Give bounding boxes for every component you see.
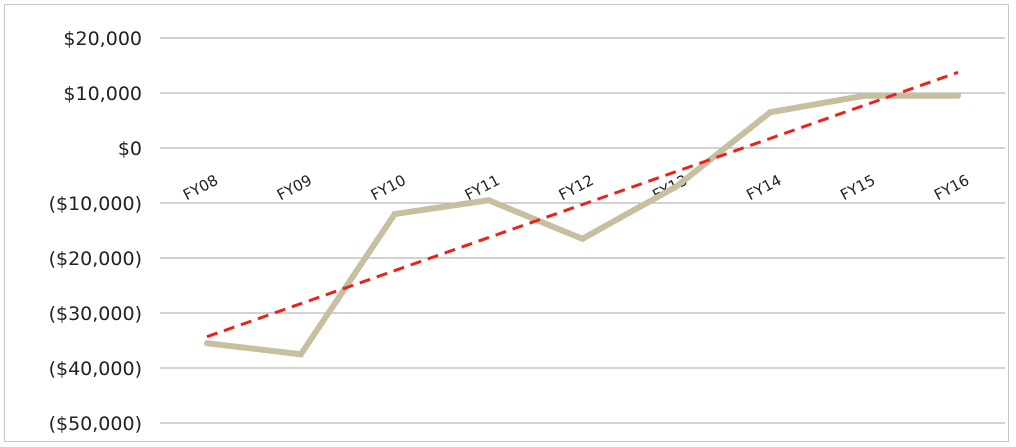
y-tick-label: $10,000 (63, 83, 142, 105)
y-tick-label: $20,000 (63, 28, 142, 50)
x-tick-label: FY14 (743, 171, 784, 204)
chart-frame: $20,000 $10,000 $0 ($10,000) ($20,000) ($30,0… (4, 4, 1009, 442)
x-tick-label: FY12 (556, 171, 597, 204)
data-point (955, 92, 962, 99)
data-point (861, 92, 868, 99)
y-axis-tick-labels: $20,000 $10,000 $0 ($10,000) ($20,000) ($30,0… (49, 28, 142, 435)
x-axis-tick-labels: FY08 FY09 FY10 FY11 FY12 FY13 FY14 FY15 FY16 (180, 171, 972, 204)
data-point (767, 109, 774, 116)
x-tick-label: FY10 (368, 171, 409, 204)
x-tick-label: FY08 (180, 171, 221, 204)
y-tick-label: $0 (118, 138, 142, 160)
series-line (206, 92, 959, 358)
y-tick-label: ($50,000) (49, 413, 142, 435)
x-tick-label: FY09 (274, 171, 315, 204)
line-chart: $20,000 $10,000 $0 ($10,000) ($20,000) ($30,0… (49, 28, 1005, 435)
x-tick-label: FY15 (837, 171, 878, 204)
y-tick-label: ($30,000) (49, 303, 142, 325)
series-layer (203, 92, 962, 358)
y-tick-label: ($40,000) (49, 358, 142, 380)
y-tick-label: ($10,000) (49, 193, 142, 215)
data-point (391, 211, 398, 217)
data-point (203, 340, 210, 347)
gridlines (160, 37, 1005, 424)
data-point (579, 235, 586, 242)
trendline-layer (206, 70, 959, 339)
data-point (297, 351, 304, 358)
data-point (673, 183, 680, 190)
y-tick-label: ($20,000) (49, 248, 142, 270)
data-point (485, 197, 492, 204)
trendline (206, 70, 959, 339)
x-tick-label: FY16 (931, 171, 972, 204)
